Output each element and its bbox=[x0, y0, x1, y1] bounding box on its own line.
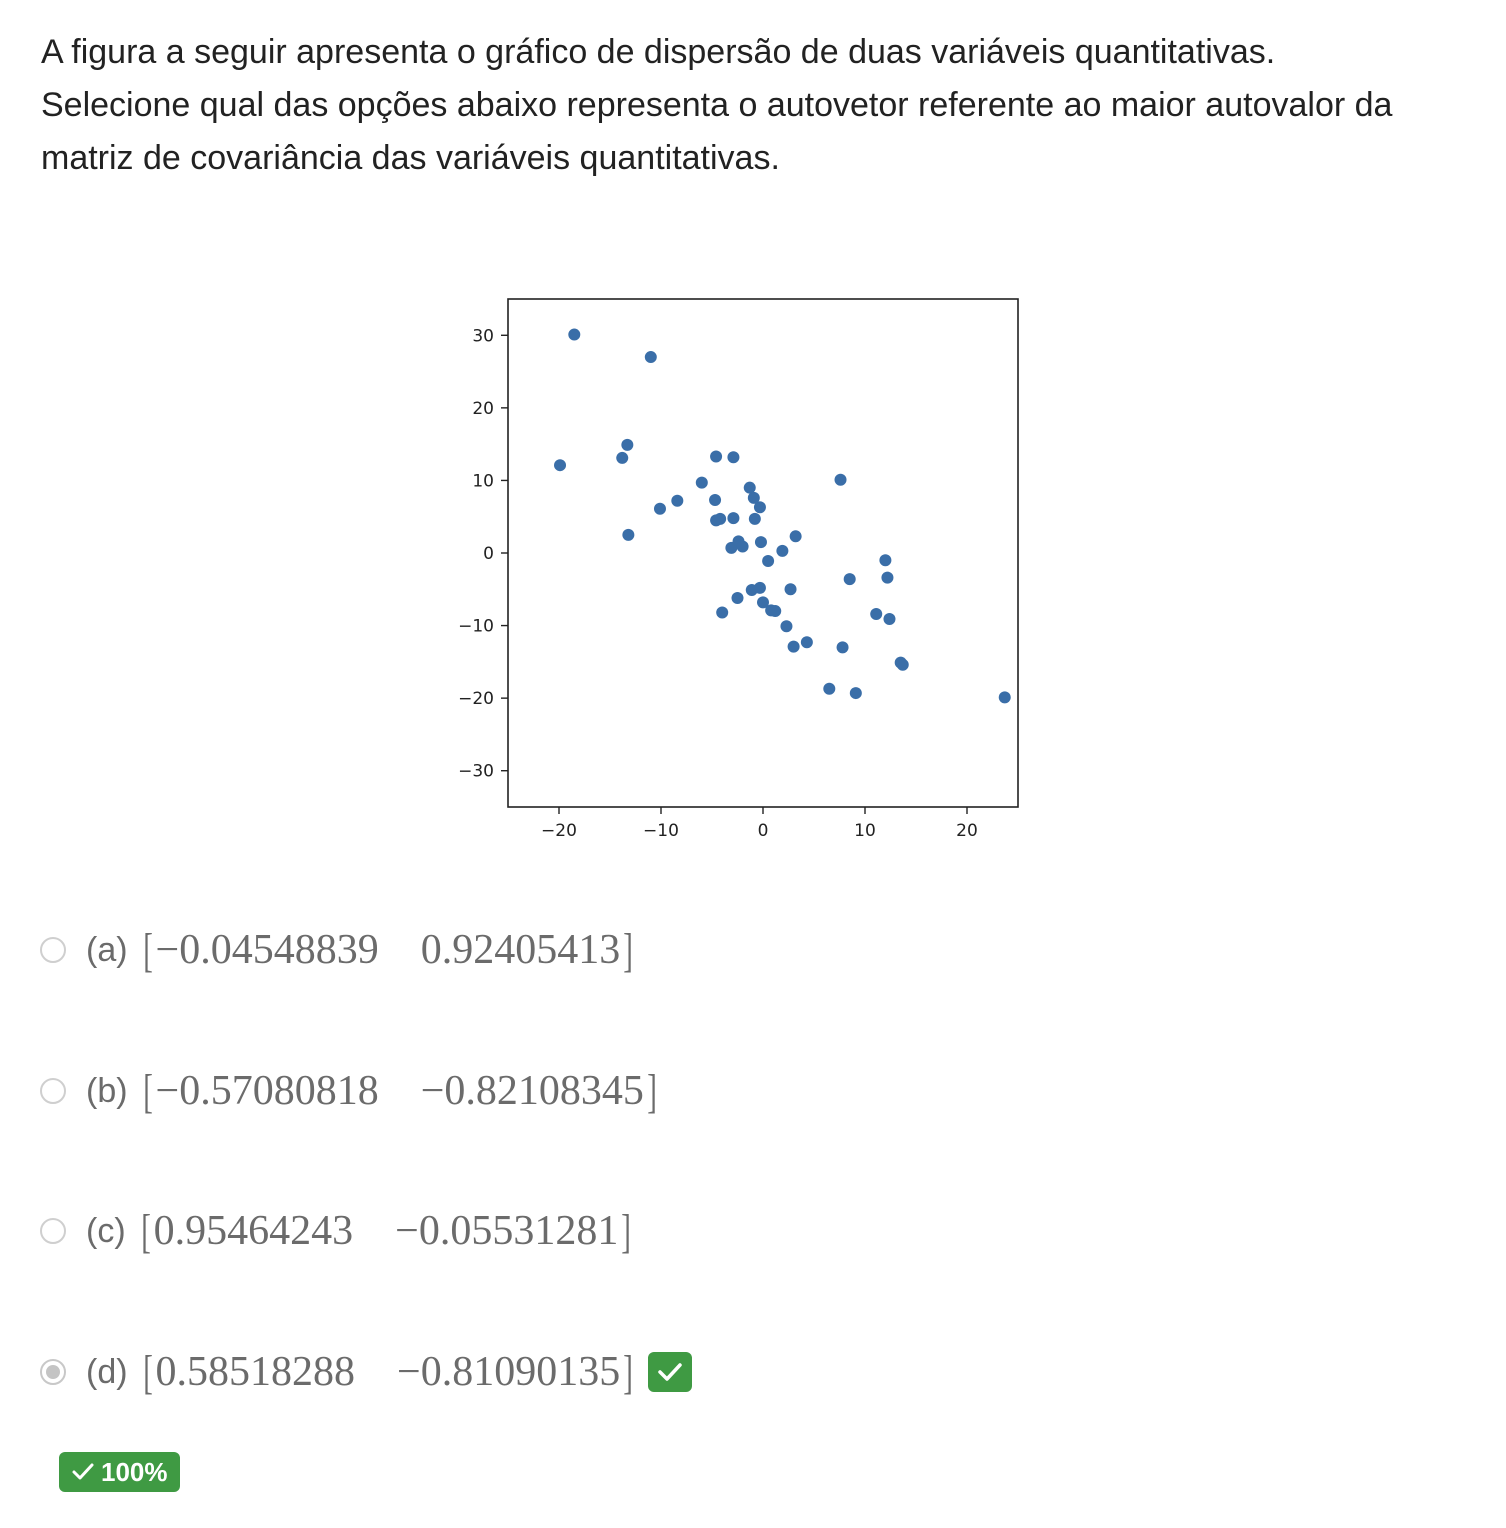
option-a-vector: [ −0.04548839 0.92405413 ] bbox=[140, 923, 637, 978]
scatter-plot-svg: −20 −10 0 10 20 30 20 10 0 −10 −20 −30 bbox=[458, 298, 1019, 841]
option-b-radio[interactable] bbox=[40, 1078, 66, 1104]
y-tick-label: −30 bbox=[458, 762, 494, 782]
scatter-point bbox=[881, 571, 894, 584]
scatter-point bbox=[789, 530, 802, 543]
scatter-point bbox=[836, 641, 849, 654]
option-c[interactable]: (c) [ 0.95464243 −0.05531281 ] bbox=[40, 1201, 634, 1261]
scatter-point bbox=[998, 691, 1011, 704]
option-c-letter: (c) bbox=[86, 1211, 126, 1250]
check-icon bbox=[71, 1462, 95, 1482]
y-tick-label: 0 bbox=[483, 544, 494, 564]
y-tick-label: 30 bbox=[472, 326, 494, 346]
scatter-point bbox=[896, 658, 909, 671]
option-d-value-1: 0.58518288 bbox=[155, 1349, 356, 1395]
scatter-point bbox=[616, 451, 629, 464]
plot-frame bbox=[507, 298, 1019, 808]
scatter-point bbox=[843, 573, 856, 586]
scatter-point bbox=[747, 491, 760, 504]
bracket-close: ] bbox=[647, 1064, 657, 1118]
bracket-open: [ bbox=[142, 1064, 153, 1118]
scatter-point bbox=[800, 636, 813, 649]
question-line-3: matriz de covariância das variáveis quan… bbox=[41, 139, 780, 177]
bracket-open: [ bbox=[142, 1345, 153, 1399]
x-tick-label: 0 bbox=[758, 821, 769, 841]
scatter-point bbox=[743, 481, 756, 494]
question-text: A figura a seguir apresenta o gráfico de… bbox=[41, 26, 1481, 185]
scatter-point bbox=[753, 581, 766, 594]
option-b-vector: [ −0.57080818 −0.82108345 ] bbox=[140, 1064, 660, 1119]
option-a-value-1: −0.04548839 bbox=[155, 927, 379, 973]
option-a-value-2: 0.92405413 bbox=[420, 927, 621, 973]
option-b-value-2: −0.82108345 bbox=[420, 1068, 644, 1114]
option-a[interactable]: (a) [ −0.04548839 0.92405413 ] bbox=[40, 920, 636, 980]
score-badge: 100% bbox=[59, 1452, 180, 1492]
scatter-point bbox=[787, 640, 800, 653]
scatter-point bbox=[870, 607, 883, 620]
scatter-point bbox=[621, 438, 634, 451]
scatter-chart: −20 −10 0 10 20 30 20 10 0 −10 −20 −30 bbox=[440, 290, 1040, 850]
option-b-letter: (b) bbox=[86, 1071, 128, 1110]
x-tick-label: 10 bbox=[854, 821, 876, 841]
scatter-point bbox=[731, 591, 744, 604]
scatter-point bbox=[695, 476, 708, 489]
y-tick-label: 20 bbox=[472, 399, 494, 419]
bracket-open: [ bbox=[140, 1204, 151, 1258]
option-c-vector: [ 0.95464243 −0.05531281 ] bbox=[138, 1204, 635, 1259]
option-a-radio[interactable] bbox=[40, 937, 66, 963]
option-c-value-2: −0.05531281 bbox=[395, 1208, 619, 1254]
scatter-point bbox=[653, 502, 666, 515]
question-line-2: Selecione qual das opções abaixo represe… bbox=[41, 86, 1393, 124]
scatter-point bbox=[671, 494, 684, 507]
scatter-point bbox=[823, 682, 836, 695]
y-tick-label: −20 bbox=[458, 689, 494, 709]
scatter-point bbox=[554, 459, 567, 472]
x-tick-label: 20 bbox=[956, 821, 978, 841]
scatter-point bbox=[714, 512, 727, 525]
option-d-vector: [ 0.58518288 −0.81090135 ] bbox=[140, 1345, 637, 1400]
scatter-point bbox=[834, 473, 847, 486]
scatter-point bbox=[780, 620, 793, 633]
scatter-point bbox=[754, 536, 767, 549]
question-line-1: A figura a seguir apresenta o gráfico de… bbox=[41, 33, 1276, 71]
y-tick-label: 10 bbox=[472, 471, 494, 491]
option-b-value-1: −0.57080818 bbox=[155, 1068, 379, 1114]
option-d-letter: (d) bbox=[86, 1352, 128, 1391]
bracket-close: ] bbox=[623, 923, 634, 977]
scatter-point bbox=[776, 544, 789, 557]
y-tick-label: −10 bbox=[458, 617, 494, 637]
scatter-point bbox=[736, 540, 749, 553]
scatter-point bbox=[716, 606, 729, 619]
option-d[interactable]: (d) [ 0.58518288 −0.81090135 ] bbox=[40, 1342, 693, 1402]
bracket-close: ] bbox=[621, 1204, 632, 1258]
option-a-letter: (a) bbox=[86, 930, 128, 969]
scatter-point bbox=[753, 501, 766, 514]
scatter-point bbox=[883, 613, 896, 626]
x-tick-label: −20 bbox=[541, 821, 577, 841]
scatter-point bbox=[762, 554, 775, 567]
scatter-point bbox=[727, 512, 740, 525]
scatter-point bbox=[709, 494, 722, 507]
scatter-point bbox=[622, 528, 635, 541]
scatter-point bbox=[748, 512, 761, 525]
scatter-point bbox=[568, 328, 581, 341]
scatter-point bbox=[757, 596, 769, 609]
option-c-value-1: 0.95464243 bbox=[153, 1208, 354, 1254]
option-c-radio[interactable] bbox=[40, 1218, 66, 1244]
option-d-value-2: −0.81090135 bbox=[397, 1349, 621, 1395]
bracket-close: ] bbox=[623, 1345, 634, 1399]
option-d-radio[interactable] bbox=[40, 1359, 66, 1385]
option-b[interactable]: (b) [ −0.57080818 −0.82108345 ] bbox=[40, 1061, 660, 1121]
scatter-point bbox=[710, 450, 723, 463]
bracket-open: [ bbox=[142, 923, 153, 977]
scatter-point bbox=[879, 554, 892, 567]
scatter-point bbox=[644, 351, 657, 364]
scatter-point bbox=[727, 451, 740, 464]
scatter-point bbox=[769, 605, 782, 618]
scatter-point bbox=[784, 583, 797, 596]
x-tick-label: −10 bbox=[643, 821, 679, 841]
score-text: 100% bbox=[101, 1456, 168, 1487]
correct-check-badge bbox=[648, 1352, 693, 1392]
scatter-point bbox=[849, 687, 862, 700]
check-icon bbox=[658, 1363, 682, 1381]
